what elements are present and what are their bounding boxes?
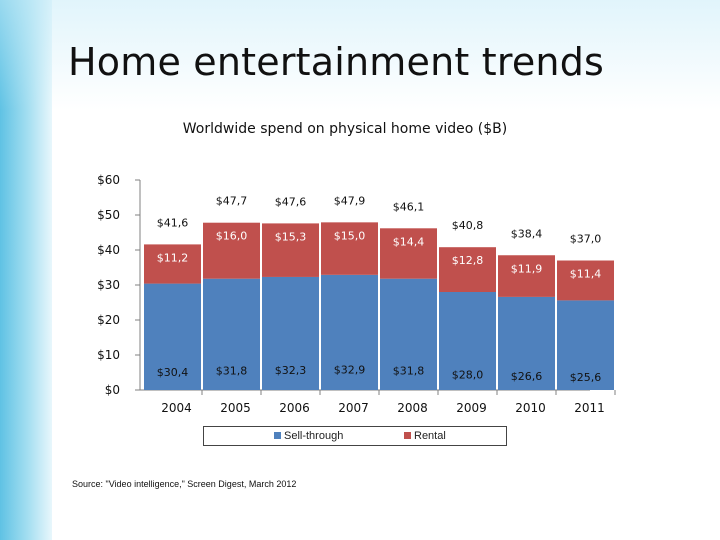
bar-sell-through bbox=[557, 300, 614, 390]
legend-swatch-rental bbox=[404, 432, 411, 439]
x-tick-label: 2006 bbox=[279, 401, 310, 415]
legend-label-rental: Rental bbox=[414, 430, 446, 442]
bar-sell-through bbox=[262, 276, 319, 390]
y-tick-label: $20 bbox=[97, 313, 120, 327]
chart-title: Worldwide spend on physical home video (… bbox=[182, 121, 508, 137]
data-label-total: $37,0 bbox=[570, 233, 602, 246]
data-label-rental: $11,4 bbox=[570, 268, 602, 281]
data-label-total: $38,4 bbox=[511, 227, 543, 240]
bar-sell-through bbox=[380, 278, 437, 390]
bar-sell-through bbox=[321, 274, 378, 390]
y-tick-label: $60 bbox=[97, 173, 120, 187]
bar-rental bbox=[557, 260, 614, 301]
data-label-rental: $15,0 bbox=[334, 229, 366, 242]
slide-title: Home entertainment trends bbox=[68, 40, 605, 84]
data-label-sell-through: $26,6 bbox=[511, 370, 543, 383]
data-label-rental: $16,0 bbox=[216, 230, 248, 243]
bar-rental bbox=[498, 255, 555, 297]
data-label-total: $46,1 bbox=[393, 200, 425, 213]
data-label-total: $47,6 bbox=[275, 195, 307, 208]
x-tick-label: 2004 bbox=[161, 401, 192, 415]
data-label-sell-through: $31,8 bbox=[393, 365, 425, 378]
x-tick-label: 2007 bbox=[338, 401, 369, 415]
bar-sell-through bbox=[439, 292, 496, 390]
bar-sell-through bbox=[203, 278, 260, 390]
bar-rental bbox=[144, 244, 201, 284]
data-label-sell-through: $30,4 bbox=[157, 366, 189, 379]
legend-label-sell-through: Sell-through bbox=[284, 430, 344, 442]
y-tick-label: $0 bbox=[105, 383, 120, 397]
data-label-rental: $12,8 bbox=[452, 254, 484, 267]
data-label-rental: $11,9 bbox=[511, 262, 543, 275]
y-tick-label: $50 bbox=[97, 208, 120, 222]
data-label-total: $41,6 bbox=[157, 216, 189, 229]
x-tick-label: 2008 bbox=[397, 401, 428, 415]
data-label-total: $47,7 bbox=[216, 195, 248, 208]
source-note: Source: "Video intelligence," Screen Dig… bbox=[72, 479, 297, 489]
bar-rental bbox=[262, 223, 319, 277]
data-label-sell-through: $32,3 bbox=[275, 364, 307, 377]
x-tick-label: 2011 bbox=[574, 401, 605, 415]
legend-item-rental: Rental bbox=[404, 430, 446, 442]
data-label-sell-through: $31,8 bbox=[216, 365, 248, 378]
data-label-total: $40,8 bbox=[452, 219, 484, 232]
chart-legend: Sell-through Rental bbox=[203, 426, 507, 446]
slide-background-band bbox=[0, 0, 720, 110]
data-label-sell-through: $28,0 bbox=[452, 369, 484, 382]
legend-item-sell-through: Sell-through bbox=[274, 430, 343, 442]
data-label-sell-through: $25,6 bbox=[570, 371, 602, 384]
bar-rental bbox=[203, 222, 260, 279]
bar-sell-through bbox=[498, 296, 555, 390]
data-label-rental: $15,3 bbox=[275, 230, 307, 243]
data-label-sell-through: $32,9 bbox=[334, 363, 366, 376]
legend-swatch-sell-through bbox=[274, 432, 281, 439]
bar-rental bbox=[439, 247, 496, 292]
y-tick-label: $10 bbox=[97, 348, 120, 362]
data-label-rental: $14,4 bbox=[393, 235, 425, 248]
x-tick-label: 2005 bbox=[220, 401, 251, 415]
bar-sell-through bbox=[144, 283, 201, 390]
x-tick-label: 2009 bbox=[456, 401, 487, 415]
data-label-rental: $11,2 bbox=[157, 251, 189, 264]
data-label-total: $47,9 bbox=[334, 194, 366, 207]
y-tick-label: $30 bbox=[97, 278, 120, 292]
bar-rental bbox=[380, 228, 437, 279]
bar-rental bbox=[321, 222, 378, 275]
y-tick-label: $40 bbox=[97, 243, 120, 257]
x-tick-label: 2010 bbox=[515, 401, 546, 415]
